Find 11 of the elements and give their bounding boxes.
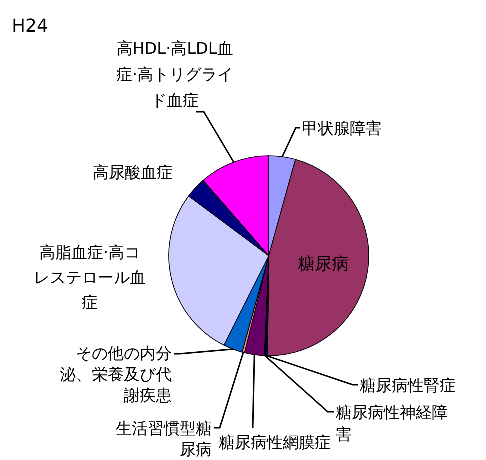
slice-label: その他の内分泌、栄養及び代謝疾患 [60, 344, 172, 405]
slice-label: 高HDL·高LDL血症·高トリグライド血症 [116, 39, 234, 110]
chart-title: H24 [12, 16, 48, 37]
slice-label: 糖尿病性網膜症 [219, 433, 331, 452]
slice-label: 糖尿病性腎症 [360, 376, 456, 395]
slice-label: 糖尿病性神経障害 [336, 403, 448, 444]
slice-label: 高尿酸血症 [93, 163, 173, 182]
slice-label: 生活習慣型糖尿病 [116, 419, 212, 459]
slice-label: 糖尿病 [298, 254, 349, 275]
slice-label: 高脂血症·高コレステロール血症 [34, 243, 146, 312]
slice-label: 甲状腺障害 [302, 119, 382, 138]
